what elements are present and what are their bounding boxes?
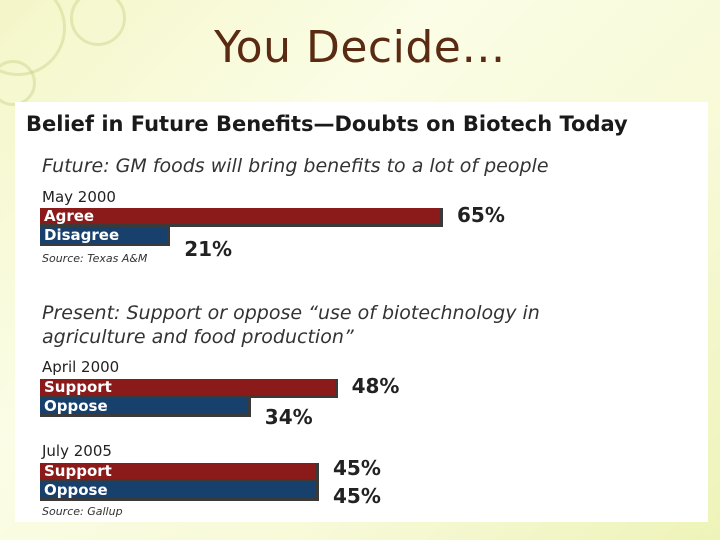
value-label: 45%: [333, 456, 381, 480]
bar-support: Support: [40, 463, 319, 482]
value-label: 45%: [333, 484, 381, 508]
bar-label: Disagree: [44, 226, 120, 244]
bar-disagree: Disagree: [40, 226, 171, 246]
question-line: Present: Support or oppose “use of biote…: [42, 302, 540, 324]
question-line: agriculture and food production”: [42, 326, 354, 348]
source-label: Source: Gallup: [42, 505, 123, 518]
bar-label: Support: [44, 378, 112, 396]
value-label: 34%: [264, 405, 313, 429]
question-present: Present: Support or oppose “use of biote…: [42, 301, 540, 349]
bar-label: Agree: [44, 207, 95, 225]
chart-panel: Belief in Future Benefits—Doubts on Biot…: [15, 102, 708, 522]
value-label: 65%: [457, 203, 505, 227]
slide-title: You Decide…: [214, 22, 506, 73]
source-label: Source: Texas A&M: [42, 252, 148, 265]
bar-label: Support: [44, 462, 112, 480]
chart-title: Belief in Future Benefits—Doubts on Biot…: [26, 112, 628, 136]
bar-support: Support: [40, 379, 338, 398]
date-label: April 2000: [42, 358, 120, 376]
bar-agree: Agree: [40, 208, 443, 227]
value-label: 48%: [351, 374, 400, 398]
date-label: May 2000: [42, 188, 116, 206]
date-label: July 2005: [42, 442, 112, 460]
bar-label: Oppose: [44, 397, 108, 415]
bar-oppose: Oppose: [40, 398, 251, 417]
bar-label: Oppose: [44, 481, 108, 499]
question-line: Future: GM foods will bring benefits to …: [42, 155, 549, 177]
bar-oppose: Oppose: [40, 482, 319, 501]
value-label: 21%: [184, 237, 233, 261]
question-future: Future: GM foods will bring benefits to …: [42, 154, 549, 178]
decorative-swirl: [70, 0, 126, 46]
